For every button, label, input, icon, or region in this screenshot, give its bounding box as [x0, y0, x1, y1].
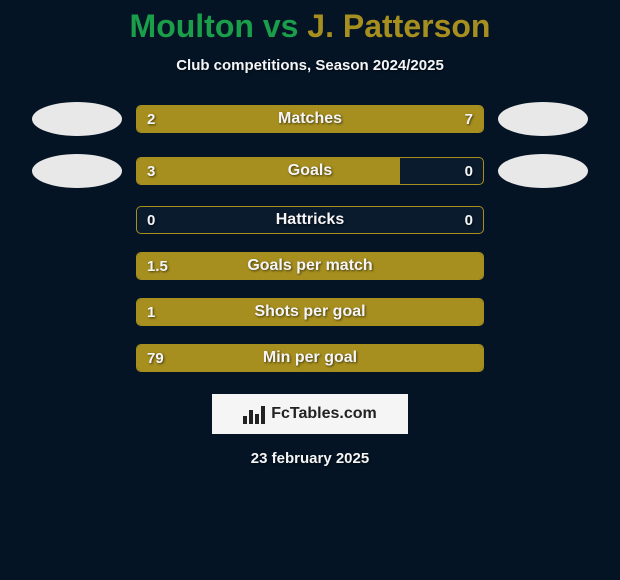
stat-label: Shots per goal: [137, 299, 483, 325]
stat-label: Min per goal: [137, 345, 483, 371]
brand-chart-icon: [243, 404, 267, 424]
stat-bar: 00Hattricks: [136, 206, 484, 234]
stat-label: Matches: [137, 106, 483, 132]
brand-text: FcTables.com: [271, 405, 377, 423]
stat-bar: 79Min per goal: [136, 344, 484, 372]
team-logo-right: [498, 154, 588, 188]
stat-label: Goals per match: [137, 253, 483, 279]
stat-row: 00Hattricks: [32, 206, 588, 234]
stat-label: Hattricks: [137, 207, 483, 233]
team-logo-left: [32, 154, 122, 188]
player1-name: Moulton: [130, 8, 254, 44]
stat-row: 1Shots per goal: [32, 298, 588, 326]
brand-badge: FcTables.com: [212, 394, 408, 434]
stat-label: Goals: [137, 158, 483, 184]
stat-bar: 1.5Goals per match: [136, 252, 484, 280]
stat-bar: 30Goals: [136, 157, 484, 185]
player2-name: J. Patterson: [307, 8, 490, 44]
team-logo-left: [32, 102, 122, 136]
comparison-title: Moulton vs J. Patterson: [130, 8, 491, 45]
vs-text: vs: [263, 8, 299, 44]
stat-row: 79Min per goal: [32, 344, 588, 372]
team-logo-right: [498, 102, 588, 136]
stat-bar: 27Matches: [136, 105, 484, 133]
stat-row: 30Goals: [32, 154, 588, 188]
stat-row: 1.5Goals per match: [32, 252, 588, 280]
stat-row: 27Matches: [32, 102, 588, 136]
subtitle: Club competitions, Season 2024/2025: [176, 57, 444, 74]
date-text: 23 february 2025: [251, 450, 369, 467]
stats-container: 27Matches 30Goals 00Hattricks 1.5Goals per …: [32, 102, 588, 390]
stat-bar: 1Shots per goal: [136, 298, 484, 326]
